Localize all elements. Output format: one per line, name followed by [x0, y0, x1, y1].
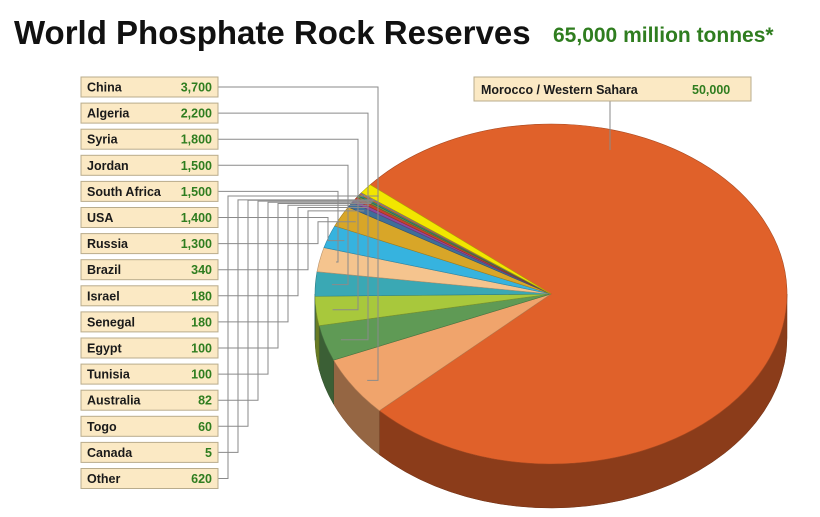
label-box-tunisia — [80, 363, 219, 385]
label-box-russia — [80, 233, 219, 255]
pie-top-group — [314, 123, 788, 465]
label-value-egypt: 100 — [191, 342, 212, 356]
label-name-canada: Canada — [87, 446, 133, 460]
label-value-australia: 82 — [198, 394, 212, 408]
pie-slice-other — [360, 184, 552, 295]
label-value-morocco-western-sahara: 50,000 — [692, 83, 730, 97]
label-box-egypt — [80, 337, 219, 359]
label-name-togo: Togo — [87, 420, 117, 434]
label-name-morocco-western-sahara: Morocco / Western Sahara — [481, 83, 639, 97]
label-box-togo — [80, 415, 219, 437]
label-name-russia: Russia — [87, 237, 129, 251]
label-value-senegal: 180 — [191, 315, 212, 329]
label-box-china — [80, 76, 219, 98]
label-box-morocco-western-sahara — [473, 76, 752, 102]
label-box-south-africa — [80, 180, 219, 202]
leader-line-brazil — [218, 210, 365, 271]
label-value-other: 620 — [191, 472, 212, 486]
leader-line-syria — [218, 138, 359, 311]
label-name-israel: Israel — [87, 289, 120, 303]
label-name-syria: Syria — [87, 133, 119, 147]
label-box-senegal — [80, 311, 219, 333]
label-value-canada: 5 — [205, 446, 212, 460]
label-box-australia — [80, 389, 219, 411]
label-name-china: China — [87, 81, 123, 95]
label-name-south-africa: South Africa — [87, 185, 162, 199]
leader-line-jordan — [218, 164, 349, 286]
label-box-usa — [80, 207, 219, 228]
label-name-other: Other — [87, 472, 120, 486]
leader-line-algeria — [218, 112, 369, 341]
label-box-brazil — [80, 259, 219, 281]
leader-lines — [218, 86, 379, 479]
label-box-jordan — [80, 154, 219, 176]
label-box-syria — [80, 128, 219, 150]
pie-slice-morocco-western-sahara — [369, 123, 788, 465]
label-value-usa: 1,400 — [181, 211, 212, 225]
label-value-china: 3,700 — [181, 81, 212, 95]
label-name-jordan: Jordan — [87, 159, 129, 173]
label-value-syria: 1,800 — [181, 133, 212, 147]
label-box-algeria — [80, 102, 219, 124]
label-value-brazil: 340 — [191, 263, 212, 277]
label-name-tunisia: Tunisia — [87, 368, 131, 382]
leader-line-senegal — [218, 204, 370, 323]
label-name-brazil: Brazil — [87, 263, 121, 277]
leader-line-other — [218, 195, 379, 479]
label-name-algeria: Algeria — [87, 107, 130, 121]
label-box-canada — [80, 441, 219, 463]
leader-line-usa — [218, 217, 345, 242]
chart-subtitle: 65,000 million tonnes* — [553, 24, 774, 47]
label-boxes: China 3,700 Algeria 2,200 Syria 1,800 Jordan 1,… — [80, 76, 219, 489]
label-name-senegal: Senegal — [87, 315, 135, 329]
label-name-usa: USA — [87, 211, 113, 225]
label-value-south-africa: 1,500 — [181, 185, 212, 199]
label-value-israel: 180 — [191, 289, 212, 303]
label-name-australia: Australia — [87, 394, 142, 408]
label-name-egypt: Egypt — [87, 342, 123, 356]
chart-title: World Phosphate Rock Reserves — [14, 14, 531, 51]
label-box-israel — [80, 285, 219, 307]
leader-line-china — [218, 86, 379, 381]
leader-line-south-africa — [218, 190, 339, 263]
leader-line-tunisia — [218, 201, 373, 375]
label-box-other — [80, 468, 219, 489]
label-value-jordan: 1,500 — [181, 159, 212, 173]
label-value-russia: 1,300 — [181, 237, 212, 251]
label-value-tunisia: 100 — [191, 368, 212, 382]
label-value-algeria: 2,200 — [181, 107, 212, 121]
label-value-togo: 60 — [198, 420, 212, 434]
